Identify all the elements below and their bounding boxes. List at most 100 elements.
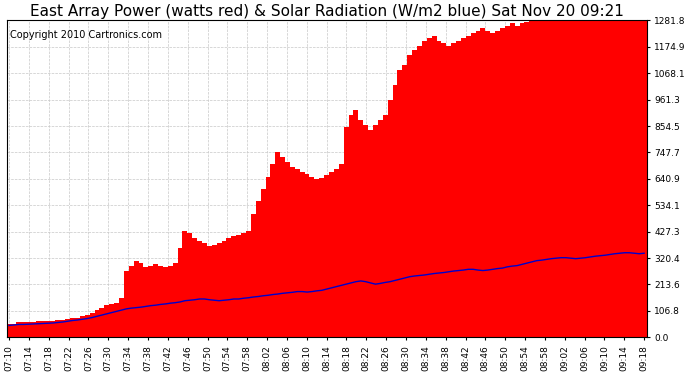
Bar	[172, 263, 177, 338]
Bar	[50, 321, 55, 338]
Bar	[80, 316, 85, 338]
Bar	[226, 238, 231, 338]
Bar	[119, 298, 124, 338]
Bar	[642, 21, 647, 338]
Bar	[407, 56, 412, 338]
Bar	[471, 33, 475, 338]
Bar	[578, 21, 583, 338]
Bar	[451, 43, 456, 338]
Bar	[412, 51, 417, 338]
Bar	[456, 40, 461, 338]
Bar	[114, 303, 119, 338]
Bar	[363, 124, 368, 338]
Bar	[212, 244, 217, 338]
Bar	[480, 28, 485, 338]
Bar	[7, 324, 12, 338]
Bar	[348, 115, 353, 338]
Bar	[559, 21, 564, 338]
Bar	[534, 21, 539, 338]
Bar	[388, 100, 393, 338]
Bar	[217, 243, 221, 338]
Bar	[177, 248, 182, 338]
Bar	[397, 70, 402, 338]
Bar	[334, 169, 339, 338]
Bar	[461, 38, 466, 338]
Bar	[285, 162, 290, 338]
Bar	[75, 318, 80, 338]
Bar	[583, 21, 588, 338]
Bar	[529, 21, 534, 338]
Bar	[573, 21, 578, 338]
Bar	[280, 157, 285, 338]
Bar	[139, 263, 144, 338]
Bar	[432, 36, 437, 338]
Bar	[129, 266, 134, 338]
Bar	[60, 320, 66, 338]
Bar	[261, 189, 266, 338]
Bar	[266, 177, 270, 338]
Bar	[622, 21, 627, 338]
Bar	[221, 241, 226, 338]
Bar	[378, 120, 383, 338]
Bar	[31, 322, 36, 338]
Bar	[144, 267, 148, 338]
Bar	[437, 40, 442, 338]
Bar	[524, 22, 529, 338]
Bar	[182, 231, 188, 338]
Bar	[329, 172, 334, 338]
Bar	[612, 21, 618, 338]
Bar	[426, 38, 432, 338]
Bar	[197, 241, 202, 338]
Bar	[588, 21, 593, 338]
Bar	[353, 110, 358, 338]
Bar	[163, 267, 168, 338]
Bar	[598, 21, 602, 338]
Bar	[544, 21, 549, 338]
Bar	[358, 120, 363, 338]
Bar	[134, 261, 139, 338]
Bar	[21, 322, 26, 338]
Title: East Array Power (watts red) & Solar Radiation (W/m2 blue) Sat Nov 20 09:21: East Array Power (watts red) & Solar Rad…	[30, 4, 624, 19]
Bar	[344, 127, 348, 338]
Bar	[539, 21, 544, 338]
Bar	[505, 26, 510, 338]
Bar	[495, 31, 500, 338]
Bar	[393, 85, 397, 338]
Bar	[466, 36, 471, 338]
Bar	[383, 115, 388, 338]
Bar	[41, 321, 46, 338]
Bar	[475, 31, 480, 338]
Bar	[632, 21, 637, 338]
Bar	[275, 152, 280, 338]
Bar	[85, 315, 90, 338]
Bar	[148, 266, 153, 338]
Bar	[290, 166, 295, 338]
Bar	[339, 164, 344, 338]
Bar	[158, 266, 163, 338]
Bar	[207, 246, 212, 338]
Bar	[304, 174, 310, 338]
Bar	[66, 319, 70, 338]
Bar	[12, 324, 17, 338]
Bar	[520, 23, 524, 338]
Bar	[324, 176, 329, 338]
Bar	[90, 313, 95, 338]
Bar	[188, 234, 193, 338]
Bar	[618, 21, 622, 338]
Bar	[422, 40, 426, 338]
Bar	[549, 21, 554, 338]
Bar	[236, 235, 241, 338]
Bar	[26, 322, 31, 338]
Bar	[70, 318, 75, 338]
Bar	[368, 130, 373, 338]
Bar	[500, 28, 505, 338]
Bar	[564, 21, 569, 338]
Bar	[491, 33, 495, 338]
Bar	[310, 177, 315, 338]
Bar	[46, 321, 50, 338]
Bar	[17, 322, 21, 338]
Bar	[109, 304, 114, 338]
Bar	[202, 243, 207, 338]
Bar	[104, 305, 109, 338]
Bar	[569, 21, 573, 338]
